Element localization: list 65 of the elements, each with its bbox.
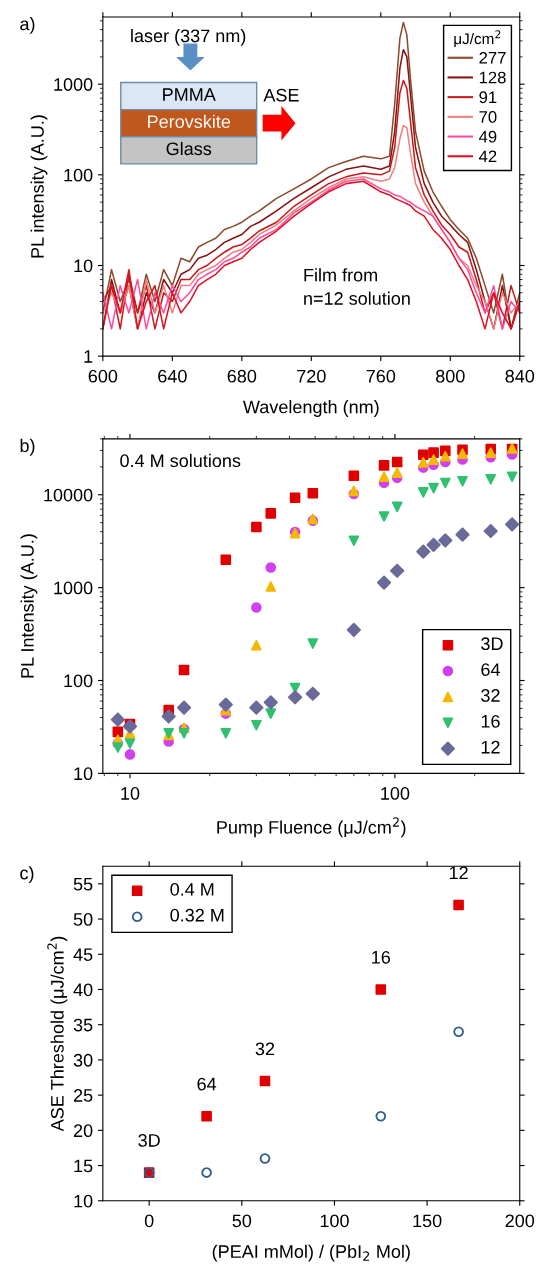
legend-title: μJ/cm$^{2}$ [454,30,501,47]
x-tick-label: 760 [366,369,396,383]
annotation: 12 [449,866,468,879]
y-tick-label: 100 [64,168,93,182]
x-tick-label: 840 [505,369,535,383]
y-axis-title: PL intensity (A.U.) [30,115,48,258]
legend-label: 277 [479,51,506,64]
legend-label: 70 [479,111,497,123]
y-tick-label: 30 [73,1053,93,1067]
y-tick-label: 35 [73,1018,93,1032]
x-tick-label: 680 [227,369,257,383]
y-tick-label: 1000 [54,581,93,595]
y-tick-label: 10000 [44,488,93,502]
x-tick-label: 50 [232,1214,252,1228]
x-axis-title: (PEAI mMol) / (PbI$_{2}$ Mol) [212,1244,410,1262]
legend-label: 32 [481,689,500,702]
x-axis-title: Wavelength (nm) [242,400,379,417]
legend-label: 16 [481,714,500,728]
legend-label: 64 [481,663,500,676]
annotation: Film from n=12 solution [304,268,410,305]
y-tick-label: 15 [74,1159,93,1173]
annotation: Glass [166,141,212,156]
chart-title: a) [20,17,35,34]
y-tick-label: 20 [73,1124,93,1138]
annotation: 32 [255,1042,275,1056]
x-tick-label: 150 [413,1214,442,1228]
legend-label: 12 [481,740,500,754]
y-axis-title: ASE Threshold (μJ/cm$^{2}$) [47,936,68,1132]
y-tick-label: 45 [73,948,93,961]
x-tick-label: 0 [144,1214,154,1228]
y-tick-label: 1000 [54,78,93,91]
annotation: 64 [197,1077,217,1091]
y-tick-label: 55 [73,877,93,891]
y-axis-title: PL Intensity (A.U.) [20,534,38,678]
chart-title: b) [20,438,35,456]
annotation: 16 [372,950,391,964]
x-tick-label: 600 [88,369,118,383]
x-tick-label: 200 [505,1214,535,1228]
y-tick-label: 50 [73,912,93,926]
annotation: ASE [263,88,299,102]
legend-label: 3D [481,637,503,651]
y-tick-label: 10 [74,767,93,781]
chart-title: c) [20,866,34,884]
annotation: 0.4 M solutions [120,453,241,468]
annotation: PMMA [163,88,216,101]
legend-label: 49 [478,130,497,143]
y-tick-label: 40 [73,983,93,997]
legend-label: 42 [478,150,497,163]
legend-label: 0.4 M [170,882,214,896]
y-tick-label: 10 [74,259,93,273]
y-tick-label: 1 [84,350,93,363]
legend-label: 128 [479,71,506,84]
x-tick-label: 100 [320,1214,349,1228]
x-axis-title: Pump Fluence (μJ/cm$^{2}$) [217,817,406,838]
annotation: 3D [138,1134,160,1147]
y-tick-label: 10 [74,1194,93,1208]
annotation: Perovskite [148,114,231,129]
legend-label: 91 [479,91,497,104]
legend-label: 0.32 M [170,908,224,922]
x-tick-label: 800 [435,369,465,383]
x-tick-label: 720 [297,369,326,383]
y-tick-label: 25 [73,1089,93,1102]
annotation: laser (337 nm) [131,28,246,46]
y-tick-label: 100 [64,674,93,688]
x-tick-label: 640 [158,369,187,383]
